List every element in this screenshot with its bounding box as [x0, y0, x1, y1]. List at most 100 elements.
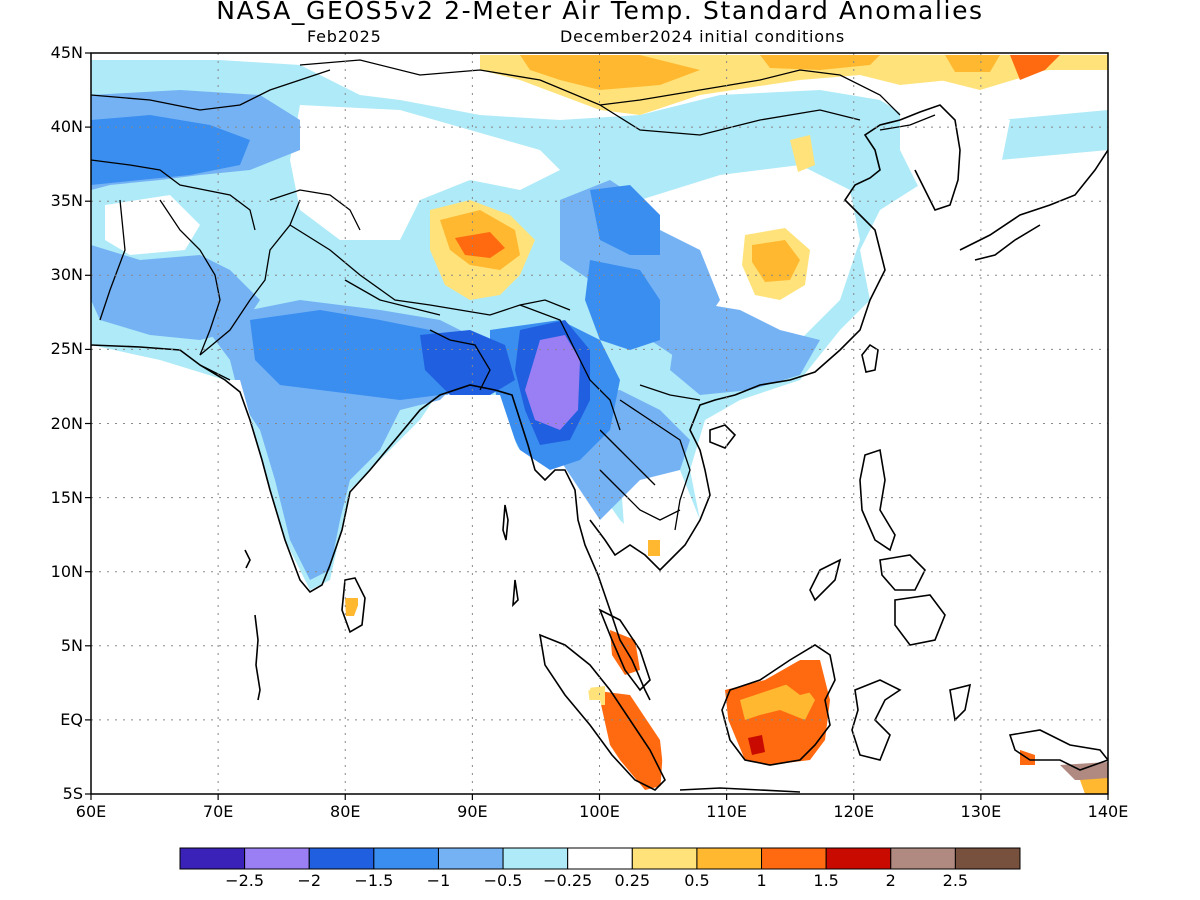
lat-label: 40N: [50, 117, 83, 137]
border-thai-laos: [599, 429, 656, 486]
lon-label: 90E: [457, 802, 488, 821]
lon-label: 120E: [833, 802, 875, 821]
border-bangladesh: [429, 329, 491, 391]
lat-label: 15N: [50, 487, 83, 507]
coast-gulf-thailand: [589, 394, 736, 572]
colorbar-label: −0.5: [483, 871, 523, 890]
field-blue-ganges: [250, 310, 480, 400]
lat-label: 25N: [50, 339, 83, 359]
ocean-java-sea: [660, 700, 900, 794]
coast-malaya: [598, 608, 651, 692]
coast-laccadive: [244, 549, 251, 569]
colorbar-label: 0.25: [614, 871, 651, 890]
border-central-asia: [91, 69, 331, 111]
coast-luzon: [859, 448, 896, 552]
coast-png: [1008, 729, 1108, 771]
coast-palawan: [809, 558, 842, 602]
coast-maldives: [254, 614, 261, 701]
colorbar-label: −2.5: [225, 871, 265, 890]
field-red-ne: [1010, 55, 1060, 80]
colorbar-label: −1: [426, 871, 451, 890]
field-orange-china: [752, 240, 800, 282]
coast-hainan: [709, 424, 737, 449]
border-china-north: [299, 59, 901, 116]
field-blue-centralchina: [590, 185, 660, 255]
colorbar-swatch: [890, 847, 956, 870]
coast-japan: [959, 149, 1108, 251]
lat-label: 35N: [50, 191, 83, 211]
colorbar-swatch: [502, 847, 569, 870]
coast-visayas: [879, 554, 926, 591]
border-china-korea: [879, 114, 936, 131]
colorbar-swatch: [179, 847, 246, 870]
lat-label: 10N: [50, 561, 83, 581]
lon-label: 110E: [706, 802, 747, 821]
border-laos-vietnam: [619, 399, 691, 531]
field-brown-png: [1060, 762, 1108, 780]
lat-label: 45N: [50, 43, 83, 62]
colorbar: [179, 847, 1021, 870]
field-orange-sumatra: [590, 690, 665, 790]
coast-borneo: [721, 644, 836, 766]
ocean-pacific: [880, 300, 1108, 760]
border-china-vietnam: [639, 384, 701, 401]
colorbar-swatch: [308, 847, 375, 870]
colorbar-label: 1: [756, 871, 767, 890]
colorbar-label: 2: [885, 871, 896, 890]
lon-label: 60E: [75, 802, 107, 821]
border-india-west: [199, 364, 231, 381]
colorbar-label: 0.5: [684, 871, 710, 890]
coast-india: [91, 344, 496, 594]
field-orange-png2: [1080, 778, 1108, 794]
border-thai-cambodia: [599, 469, 681, 521]
ocean-south-china-sea: [650, 380, 880, 690]
coast-sulawesi: [851, 679, 902, 761]
field-red-tibet: [455, 232, 505, 258]
border-kashmir: [269, 189, 361, 231]
lon-label: 140E: [1087, 802, 1129, 821]
border-nepal: [344, 279, 441, 316]
coast-mindanao: [894, 594, 946, 646]
border-mongolia-inner: [599, 104, 861, 136]
lat-label: 5S: [62, 784, 83, 803]
border-myanmar-china: [519, 304, 621, 431]
axis-ticks: [85, 52, 1109, 800]
field-orange-srilanka: [345, 598, 358, 616]
border-afghan-pak: [159, 199, 221, 356]
ocean-indian: [91, 640, 620, 794]
colorbar-swatch: [825, 847, 892, 870]
coastlines: [91, 104, 1108, 793]
chart-title: NASA_GEOS5v2 2-Meter Air Temp. Standard …: [216, 0, 984, 25]
ocean-yellow-sea: [880, 195, 920, 250]
lon-label: 70E: [202, 802, 234, 821]
coast-srilanka: [341, 577, 366, 634]
colorbar-swatch: [244, 847, 310, 870]
border-iran-afghan: [99, 199, 126, 321]
lat-label: EQ: [60, 709, 83, 729]
field-blue-iran: [91, 115, 250, 185]
field-white-indochina: [620, 470, 700, 560]
colorbar-swatch: [567, 847, 633, 870]
field-white-tibet: [290, 105, 560, 240]
ocean-gulf-thailand: [600, 540, 650, 610]
lon-label: 80E: [330, 802, 361, 821]
field-yellow-east: [790, 135, 815, 172]
field-orange-mongolia2: [760, 55, 880, 70]
lon-label: 130E: [960, 802, 1002, 821]
colorbar-label: 1.5: [813, 871, 839, 890]
field-white-korea: [900, 100, 1010, 200]
country-borders: [91, 59, 936, 531]
coast-nicobar: [512, 579, 519, 608]
coast-china-south: [734, 119, 901, 396]
forecast-month: Feb2025: [307, 27, 382, 46]
field-purple-core: [525, 335, 580, 430]
field-orange-vietnam: [648, 540, 660, 556]
map-gridlines: [91, 53, 1108, 794]
field-borneo-north: [780, 660, 820, 695]
border-caspian-iran: [91, 159, 256, 231]
colorbar-swatch: [373, 847, 439, 870]
coast-andaman: [502, 504, 509, 541]
field-darkblue-bengal: [420, 330, 515, 395]
field-orange-mongolia: [520, 55, 700, 90]
